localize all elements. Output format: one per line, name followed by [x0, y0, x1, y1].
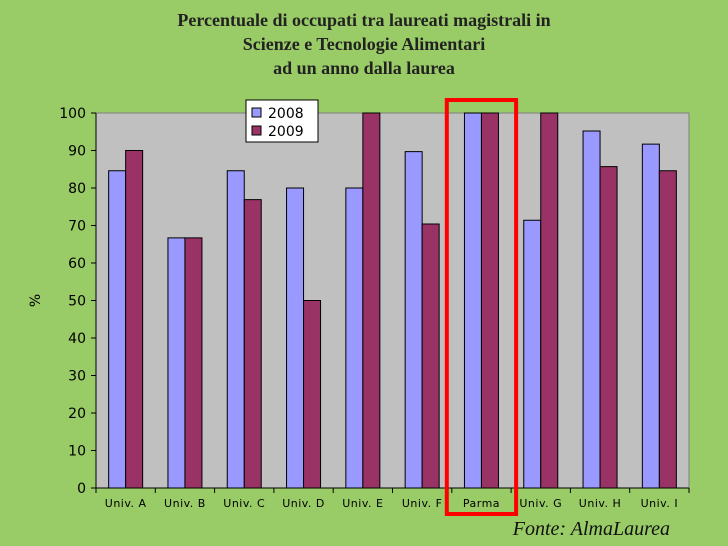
y-tick-label: 100: [59, 106, 86, 122]
bar-2009-univ-h: [599, 166, 618, 489]
bar-2008-univ-f: [404, 151, 423, 489]
bar-2009-univ-d: [303, 300, 322, 489]
bar-2009-univ-i: [658, 170, 677, 489]
chart-title-line-2: Scienze e Tecnologie Alimentari: [242, 34, 486, 54]
y-axis-label: %: [28, 294, 44, 307]
bar-2008-parma: [463, 112, 482, 489]
chart-title-line-1: Percentuale di occupati tra laureati mag…: [177, 10, 551, 30]
x-tick-label: Univ. H: [579, 497, 622, 510]
y-tick-label: 70: [68, 219, 86, 235]
source-note: Fonte: AlmaLaurea: [512, 518, 670, 540]
x-tick-label: Parma: [463, 497, 500, 510]
y-tick-label: 10: [68, 444, 86, 460]
chart-title: Percentuale di occupati tra laureati mag…: [0, 8, 728, 80]
bar-2009-univ-c: [243, 199, 262, 489]
bar-2008-univ-g: [523, 219, 542, 489]
x-tick-label: Univ. C: [223, 497, 265, 510]
bar-2008-univ-b: [167, 237, 186, 489]
bar-2009-univ-f: [421, 223, 440, 489]
y-tick-label: 40: [68, 331, 86, 347]
bar-2009-univ-a: [125, 150, 144, 489]
bar-2008-univ-a: [108, 170, 127, 489]
bar-2009-univ-b: [184, 237, 203, 489]
x-tick-label: Univ. F: [402, 497, 443, 510]
x-tick-label: Univ. G: [519, 497, 562, 510]
x-tick-label: Univ. I: [641, 497, 678, 510]
y-tick-label: 80: [68, 181, 86, 197]
legend-swatch-2009: [251, 125, 262, 136]
bar-2008-univ-i: [641, 143, 660, 489]
bar-2008-univ-d: [286, 187, 305, 489]
bar-2009-univ-e: [362, 112, 381, 489]
bar-2009-univ-g: [540, 112, 559, 489]
bar-2008-univ-e: [345, 187, 364, 489]
bar-2008-univ-h: [582, 130, 601, 489]
bar-2009-parma: [480, 112, 499, 489]
y-tick-label: 90: [68, 144, 86, 160]
chart-title-line-3: ad un anno dalla laurea: [273, 58, 455, 78]
x-tick-label: Univ. B: [164, 497, 206, 510]
bar-2008-univ-c: [226, 170, 245, 489]
x-tick-label: Univ. A: [105, 497, 147, 510]
y-tick-label: 20: [68, 406, 86, 422]
highlight-box-parma: [444, 98, 519, 516]
legend-label-2008: 2008: [268, 106, 304, 122]
x-tick-label: Univ. E: [342, 497, 383, 510]
legend-swatch-2008: [251, 107, 262, 118]
y-tick-label: 30: [68, 369, 86, 385]
legend-label-2009: 2009: [268, 124, 304, 140]
y-tick-label: 0: [77, 481, 86, 497]
y-tick-label: 60: [68, 256, 86, 272]
x-tick-label: Univ. D: [282, 497, 325, 510]
y-tick-label: 50: [68, 294, 86, 310]
